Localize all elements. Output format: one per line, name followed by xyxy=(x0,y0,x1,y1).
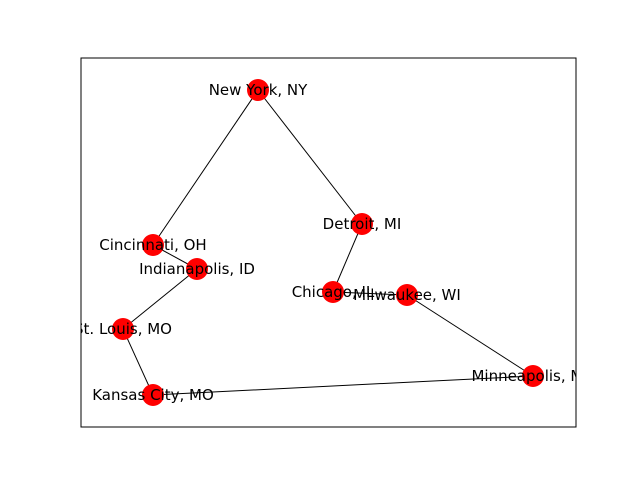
edge-det-chi xyxy=(332,223,363,293)
plot-frame xyxy=(80,57,577,428)
edge-kc-stl xyxy=(122,328,154,396)
node-ny xyxy=(247,79,269,101)
node-label-ind: Indianapolis, ID xyxy=(139,260,255,278)
node-label-stl: St. Louis, MO xyxy=(74,320,172,338)
node-label-ny: New York, NY xyxy=(209,81,308,99)
edge-ny-cin xyxy=(152,89,259,246)
edge-chi-mil xyxy=(332,291,408,296)
edge-ny-det xyxy=(257,89,363,225)
node-label-det: Detroit, MI xyxy=(323,215,402,233)
node-label-kc: Kansas City, MO xyxy=(92,386,214,404)
edge-min-kc xyxy=(152,375,534,396)
graph-labels: New York, NY Detroit, MI Cincinnati, OH Ind… xyxy=(74,81,594,404)
node-label-cin: Cincinnati, OH xyxy=(99,236,206,254)
edge-stl-ind xyxy=(122,268,198,330)
node-ind xyxy=(186,258,208,280)
node-stl xyxy=(112,318,134,340)
node-mil xyxy=(396,284,418,306)
node-label-chi: Chicago, IL xyxy=(292,283,375,301)
edge-mil-min xyxy=(406,294,534,377)
node-kc xyxy=(142,384,164,406)
node-chi xyxy=(322,281,344,303)
node-label-min: Minneapolis, MN xyxy=(471,367,594,385)
node-min xyxy=(522,365,544,387)
node-cin xyxy=(142,234,164,256)
graph-nodes xyxy=(112,79,544,406)
node-label-mil: Milwaukee, WI xyxy=(353,286,461,304)
graph-edges xyxy=(122,89,534,396)
node-det xyxy=(351,213,373,235)
